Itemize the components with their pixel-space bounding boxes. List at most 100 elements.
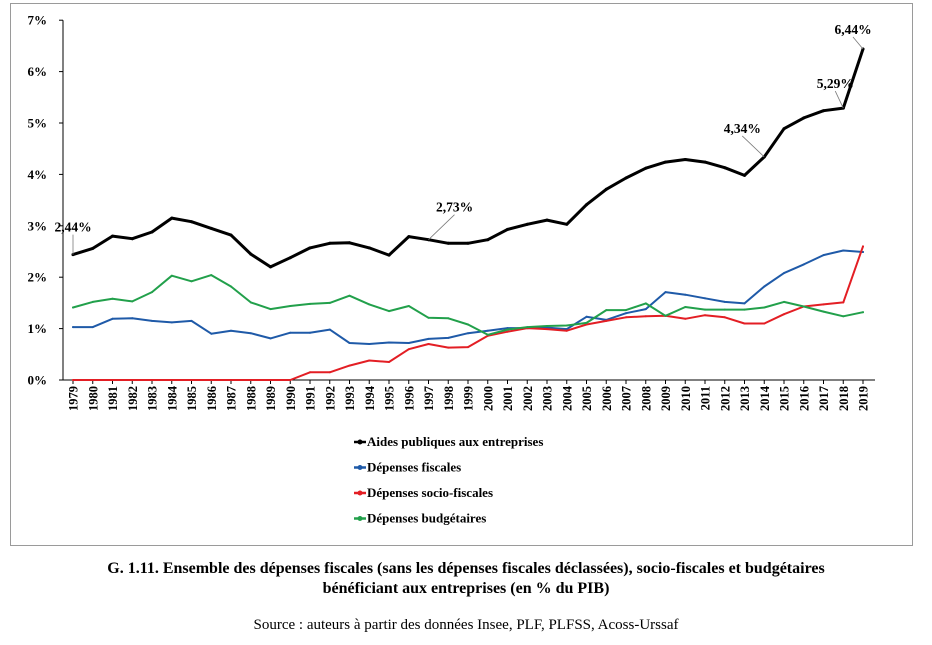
x-tick-label: 1995 bbox=[383, 386, 397, 411]
data-point bbox=[822, 303, 825, 306]
legend-marker bbox=[357, 490, 363, 496]
data-point bbox=[625, 309, 627, 312]
data-point bbox=[683, 158, 687, 161]
data-point bbox=[664, 160, 667, 164]
data-point bbox=[210, 379, 213, 381]
annotation-leader bbox=[428, 214, 455, 240]
x-tick-label: 1988 bbox=[244, 386, 258, 411]
x-tick-label: 2007 bbox=[620, 386, 634, 411]
data-point bbox=[704, 314, 706, 317]
data-point bbox=[170, 321, 173, 324]
data-point bbox=[644, 315, 647, 318]
x-tick-label: 2012 bbox=[718, 386, 732, 411]
data-point bbox=[802, 263, 805, 266]
x-tick-label: 1994 bbox=[363, 385, 377, 411]
x-tick-label: 1982 bbox=[126, 386, 140, 411]
data-point bbox=[782, 127, 786, 131]
legend-label: Dépenses fiscales bbox=[367, 460, 461, 475]
data-point bbox=[862, 311, 864, 314]
y-tick-label: 1% bbox=[28, 321, 48, 336]
data-point bbox=[111, 297, 114, 300]
data-point bbox=[862, 245, 864, 248]
data-point bbox=[131, 379, 134, 381]
data-point bbox=[743, 308, 746, 311]
data-point bbox=[704, 308, 706, 311]
data-point bbox=[150, 230, 154, 234]
data-point bbox=[131, 300, 134, 303]
data-point bbox=[91, 300, 94, 303]
data-point bbox=[230, 285, 232, 288]
data-point bbox=[289, 379, 292, 381]
data-point bbox=[684, 306, 687, 308]
data-point bbox=[407, 342, 410, 344]
data-point bbox=[388, 361, 390, 363]
data-point bbox=[802, 305, 805, 308]
data-point bbox=[387, 253, 391, 257]
data-point bbox=[802, 116, 806, 120]
x-tick-label: 2016 bbox=[797, 386, 811, 411]
x-tick-label: 1989 bbox=[264, 386, 278, 411]
data-point bbox=[486, 333, 489, 336]
data-point bbox=[743, 173, 746, 177]
data-point bbox=[546, 328, 548, 331]
data-point bbox=[348, 241, 351, 245]
x-tick-label: 2008 bbox=[639, 386, 653, 411]
data-point bbox=[763, 306, 766, 309]
annotation-label: 2,44% bbox=[54, 220, 91, 235]
data-point bbox=[328, 241, 332, 245]
y-tick-label: 0% bbox=[28, 373, 48, 388]
series-line bbox=[72, 274, 864, 336]
data-point bbox=[565, 329, 568, 332]
legend-label: Aides publiques aux entreprises bbox=[367, 434, 543, 449]
data-point bbox=[209, 226, 213, 230]
data-point bbox=[822, 254, 825, 257]
data-point bbox=[190, 379, 193, 381]
data-point bbox=[229, 233, 233, 237]
data-point bbox=[407, 348, 410, 351]
data-point bbox=[269, 379, 272, 381]
data-point bbox=[644, 166, 648, 170]
x-tick-label: 2003 bbox=[541, 386, 555, 411]
legend-marker bbox=[357, 465, 363, 470]
data-point bbox=[664, 291, 667, 294]
data-point bbox=[723, 308, 726, 311]
data-point bbox=[72, 306, 74, 309]
x-tick-label: 2019 bbox=[857, 386, 871, 411]
data-point bbox=[348, 364, 351, 367]
data-point bbox=[190, 319, 193, 322]
x-tick-label: 2002 bbox=[521, 386, 535, 411]
x-tick-label: 1998 bbox=[442, 386, 456, 411]
x-tick-label: 2005 bbox=[580, 386, 594, 411]
x-tick-label: 2014 bbox=[758, 385, 772, 411]
data-point bbox=[289, 305, 292, 307]
data-point bbox=[269, 308, 272, 311]
line-chart: 0% 1% 2% 3% 4% 5% 6% 7% 1979 1980 1981 1982 1983 1984… bbox=[28, 13, 875, 526]
data-point bbox=[783, 300, 785, 303]
x-tick-label: 2017 bbox=[817, 386, 831, 411]
data-point bbox=[841, 106, 845, 110]
data-point bbox=[585, 323, 588, 326]
data-point bbox=[308, 246, 312, 250]
x-tick-label: 1984 bbox=[165, 385, 179, 411]
data-point bbox=[91, 326, 94, 329]
data-point bbox=[249, 332, 252, 335]
data-point bbox=[704, 297, 706, 300]
x-tick-label: 2006 bbox=[600, 386, 614, 411]
x-tick-label: 1991 bbox=[304, 386, 318, 411]
x-tick-label: 1981 bbox=[106, 386, 120, 411]
data-point bbox=[388, 310, 390, 313]
legend: Aides publiques aux entreprises Dépenses … bbox=[354, 434, 543, 526]
x-tick-label: 1990 bbox=[284, 386, 298, 411]
x-tick-label: 1983 bbox=[146, 386, 160, 411]
data-point bbox=[151, 379, 153, 381]
data-point bbox=[723, 300, 726, 303]
data-point bbox=[525, 222, 529, 226]
axes: 0% 1% 2% 3% 4% 5% 6% 7% 1979 1980 1981 1982 1983 1984… bbox=[28, 13, 875, 411]
data-point bbox=[328, 328, 331, 331]
data-point bbox=[190, 280, 193, 283]
data-point bbox=[447, 346, 450, 349]
data-point bbox=[625, 312, 627, 315]
data-point bbox=[664, 314, 667, 317]
data-point bbox=[467, 323, 469, 326]
data-point bbox=[585, 203, 588, 207]
